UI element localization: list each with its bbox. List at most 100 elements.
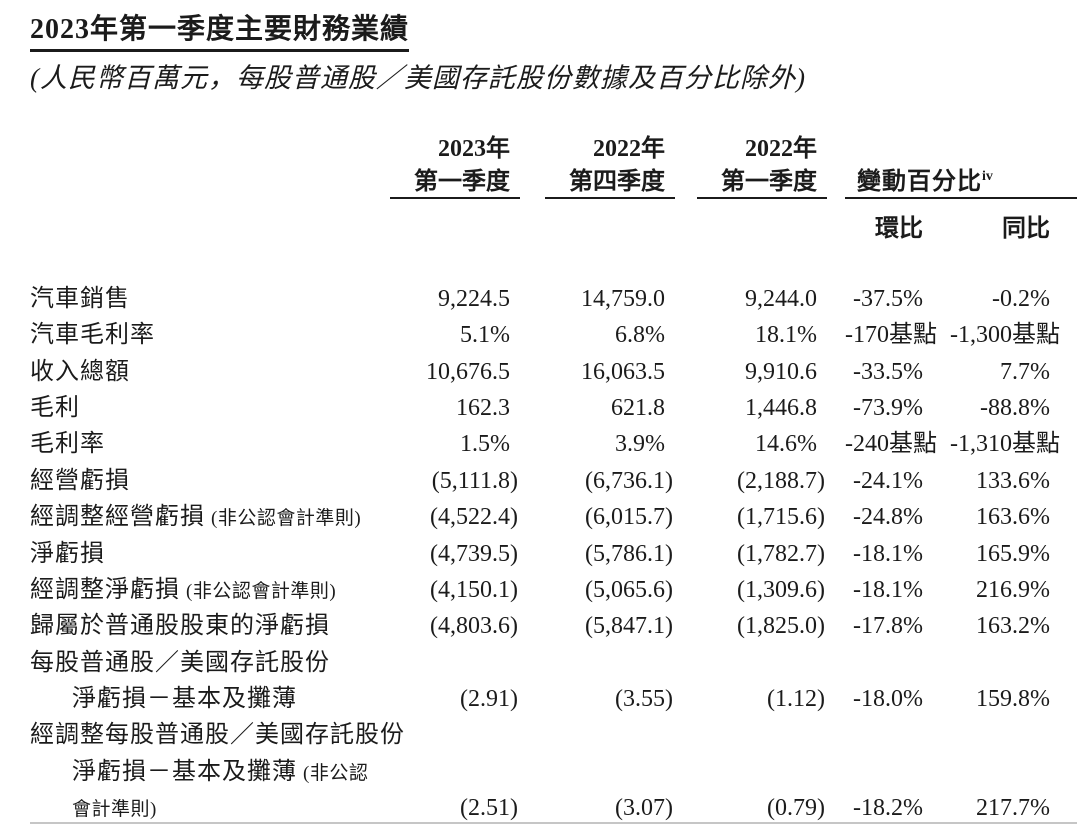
cell-q4-2022: (6,015.7) [585, 504, 673, 531]
cell-q1-2022 [697, 754, 827, 790]
row-label: 淨虧損－基本及攤薄 (非公認 [30, 754, 390, 790]
table-row: 淨虧損 (4,739.5) (5,786.1) (1,782.7) -18.1%… [30, 535, 1077, 571]
row-label: 經調整淨虧損 (非公認會計準則) [30, 572, 390, 608]
table-row: 收入總額 10,676.5 16,063.5 9,910.6 -33.5% 7.… [30, 353, 1077, 389]
cell-q4-2022: 621.8 [611, 394, 665, 421]
cell-q1-2022: (1,309.6) [737, 576, 825, 603]
col-header-year-2022b: 2022年 [745, 136, 817, 163]
cell-q1-2023: 1.5% [460, 431, 510, 458]
col-gap [520, 499, 545, 535]
col-gap [827, 790, 845, 825]
cell-q1-2023: (5,111.8) [431, 467, 518, 494]
cell-qoq-change [845, 717, 950, 753]
header-row-years: 2023年 2022年 2022年 [30, 131, 1077, 163]
row-label: 歸屬於普通股股東的淨虧損 [30, 608, 390, 644]
cell-q1-2022 [697, 644, 827, 680]
table-row: 毛利率 1.5% 3.9% 14.6% -240基點 -1,310基點 [30, 426, 1077, 462]
cell-q1-2023: 162.3 [456, 394, 510, 421]
cell-q1-2022: 9,910.6 [745, 358, 817, 385]
row-label-text: 經調整經營虧損 [30, 504, 205, 531]
col-gap [675, 131, 697, 163]
col-gap [827, 463, 845, 499]
col-header-q4-2022: 第四季度 [545, 162, 675, 199]
row-label-note: (非公認 [303, 762, 369, 784]
cell-qoq-change: -18.2% [853, 795, 923, 822]
col-header-yoy: 同比 [1002, 216, 1050, 243]
col-gap [827, 717, 845, 753]
col-header-change-percentage: 變動百分比iv [845, 162, 1077, 199]
col-gap [827, 608, 845, 644]
cell-qoq-change [845, 754, 950, 790]
col-gap [827, 535, 845, 571]
cell-q1-2022: (1.12) [767, 686, 825, 713]
col-gap [675, 426, 697, 462]
row-label: 淨虧損－基本及攤薄 [30, 681, 390, 717]
cell-q1-2023: (4,803.6) [430, 613, 518, 640]
table-row: 淨虧損－基本及攤薄 (非公認 [30, 754, 1077, 790]
cell-q4-2022: 16,063.5 [581, 358, 665, 385]
col-gap [675, 790, 697, 825]
cell-q4-2022: (6,736.1) [585, 467, 673, 494]
table-row: 淨虧損－基本及攤薄 (2.91) (3.55) (1.12) -18.0% 15… [30, 681, 1077, 717]
cell-qoq-change: -73.9% [853, 394, 923, 421]
cell-yoy-change: 159.8% [976, 686, 1050, 713]
col-gap [827, 163, 845, 198]
col-header-q1-2023: 第一季度 [390, 162, 520, 199]
bottom-divider [30, 822, 1077, 824]
col-gap [827, 426, 845, 462]
cell-q1-2022: 18.1% [755, 322, 817, 349]
cell-q4-2022: 3.9% [615, 431, 665, 458]
row-label: 汽車毛利率 [30, 317, 390, 353]
table-row: 毛利 162.3 621.8 1,446.8 -73.9% -88.8% [30, 390, 1077, 426]
cell-q1-2023 [390, 717, 520, 753]
col-gap [520, 426, 545, 462]
cell-yoy-change: 165.9% [976, 540, 1050, 567]
col-gap [520, 717, 545, 753]
col-gap [675, 499, 697, 535]
row-label-text: 收入總額 [30, 358, 130, 385]
col-gap [520, 681, 545, 717]
cell-yoy-change: 163.6% [976, 504, 1050, 531]
page-subtitle: (人民幣百萬元，每股普通股／美國存託股份數據及百分比除外) [30, 63, 806, 94]
cell-q1-2022 [697, 717, 827, 753]
col-gap [675, 281, 697, 317]
cell-q1-2023: 5.1% [460, 322, 510, 349]
cell-qoq-change: -17.8% [853, 613, 923, 640]
cell-yoy-change: 7.7% [1000, 358, 1050, 385]
table-row: 經營虧損 (5,111.8) (6,736.1) (2,188.7) -24.1… [30, 463, 1077, 499]
row-label-text: 毛利 [30, 394, 80, 421]
cell-qoq-change: -37.5% [853, 285, 923, 312]
row-label-text: 毛利率 [30, 431, 105, 458]
row-label: 會計準則) [30, 790, 390, 825]
row-label-text: 經調整每股普通股／美國存託股份 [30, 722, 405, 749]
col-gap [520, 608, 545, 644]
col-gap [675, 644, 697, 680]
cell-q4-2022: (3.55) [615, 686, 673, 713]
col-header-year-2023: 2023年 [438, 136, 510, 163]
col-header-q1-2022: 第一季度 [697, 162, 827, 199]
table-row: 每股普通股／美國存託股份 [30, 644, 1077, 680]
col-gap [520, 131, 545, 163]
row-label: 汽車銷售 [30, 281, 390, 317]
col-gap [675, 390, 697, 426]
header-row-change-split: 環比 同比 [30, 198, 1077, 243]
row-label-note: (非公認會計準則) [186, 580, 337, 602]
col-gap [520, 644, 545, 680]
col-header-year-2022a: 2022年 [593, 136, 665, 163]
cell-yoy-change [950, 644, 1077, 680]
col-gap [827, 353, 845, 389]
col-gap [827, 572, 845, 608]
cell-qoq-change: -240基點 [845, 431, 937, 458]
header-label-spacer [30, 198, 390, 243]
col-gap [675, 572, 697, 608]
table-row: 會計準則) (2.51) (3.07) (0.79) -18.2% 217.7% [30, 790, 1077, 825]
col-gap [520, 317, 545, 353]
table-row: 汽車毛利率 5.1% 6.8% 18.1% -170基點 -1,300基點 [30, 317, 1077, 353]
cell-qoq-change: -18.1% [853, 576, 923, 603]
col-gap [520, 790, 545, 825]
cell-q1-2023 [390, 754, 520, 790]
cell-q1-2023: 9,224.5 [438, 285, 510, 312]
cell-qoq-change: -170基點 [845, 322, 937, 349]
cell-q4-2022: (3.07) [615, 795, 673, 822]
col-gap [827, 390, 845, 426]
